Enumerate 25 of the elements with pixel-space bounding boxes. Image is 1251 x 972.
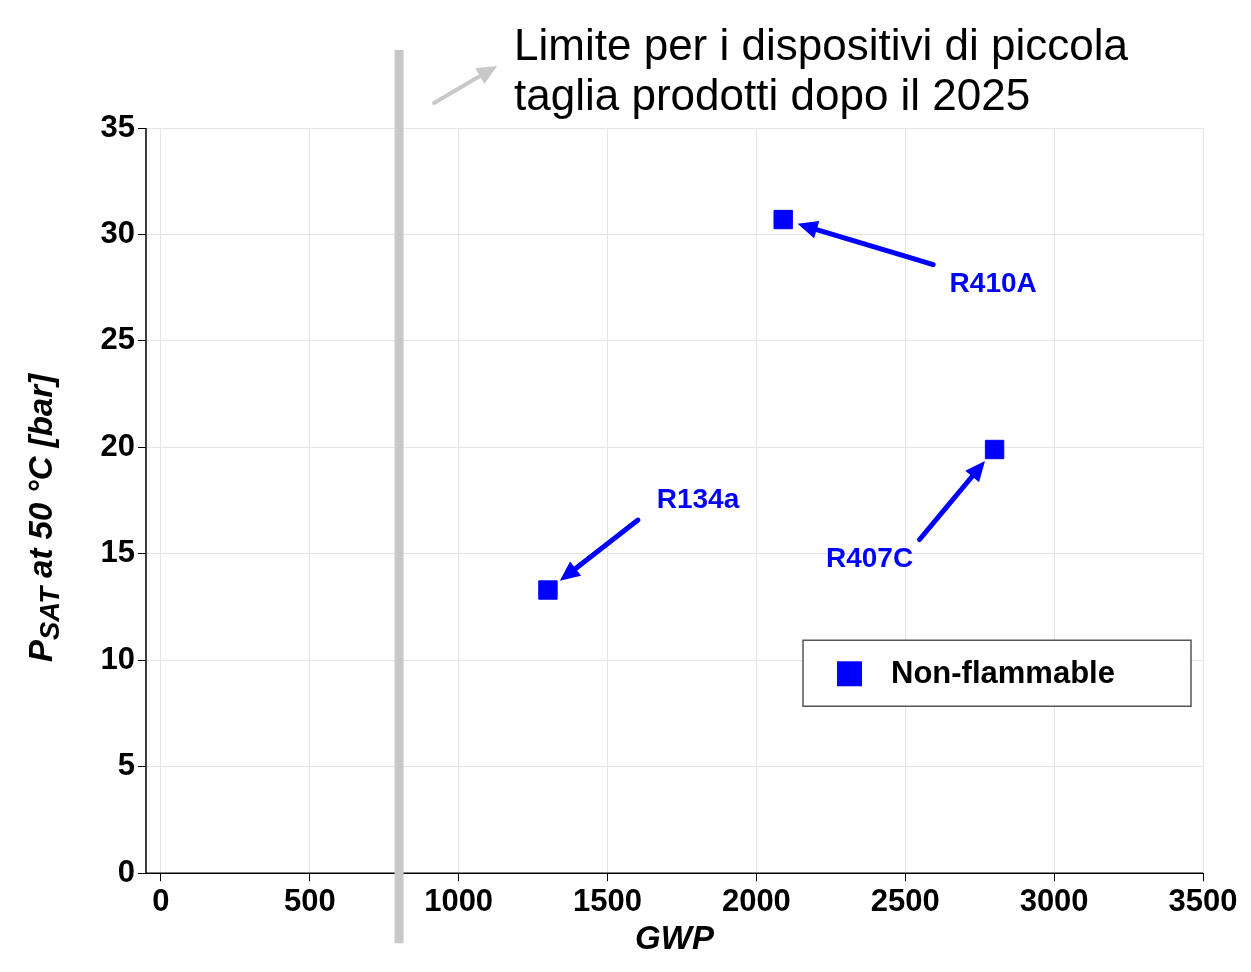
y-tick-label: 20 [100,427,135,463]
y-tick-label: 0 [117,853,135,889]
x-tick-label: 1500 [573,883,642,919]
y-tick-label: 30 [100,215,135,250]
y-tick-label: 25 [100,321,135,357]
point [773,209,793,230]
y-tick-label: 35 [100,108,135,144]
ref-line-label: Limite per i dispositivi di piccola taglia prodotti dopo il 2025 [514,20,1129,119]
x-tick-label: 0 [152,883,170,919]
point [538,580,558,600]
y-tick-label: 5 [117,747,135,783]
x-tick-label: 2000 [721,883,791,919]
x-tick-label: 1000 [424,883,494,919]
annotation: R410A [949,267,1037,299]
y-tick-label: 15 [100,534,135,570]
x-tick-label: 500 [283,883,336,919]
annotation: R407C [825,542,914,574]
x-axis-title: GWP [635,919,715,957]
point [984,439,1005,460]
legend-label: Non-flammable [891,654,1115,690]
x-tick-label: 2500 [870,883,940,919]
x-tick-label: 3000 [1019,883,1089,919]
annotation: R134a [656,482,740,514]
x-tick-label: 3500 [1168,883,1238,919]
y-tick-label: 10 [100,640,135,676]
